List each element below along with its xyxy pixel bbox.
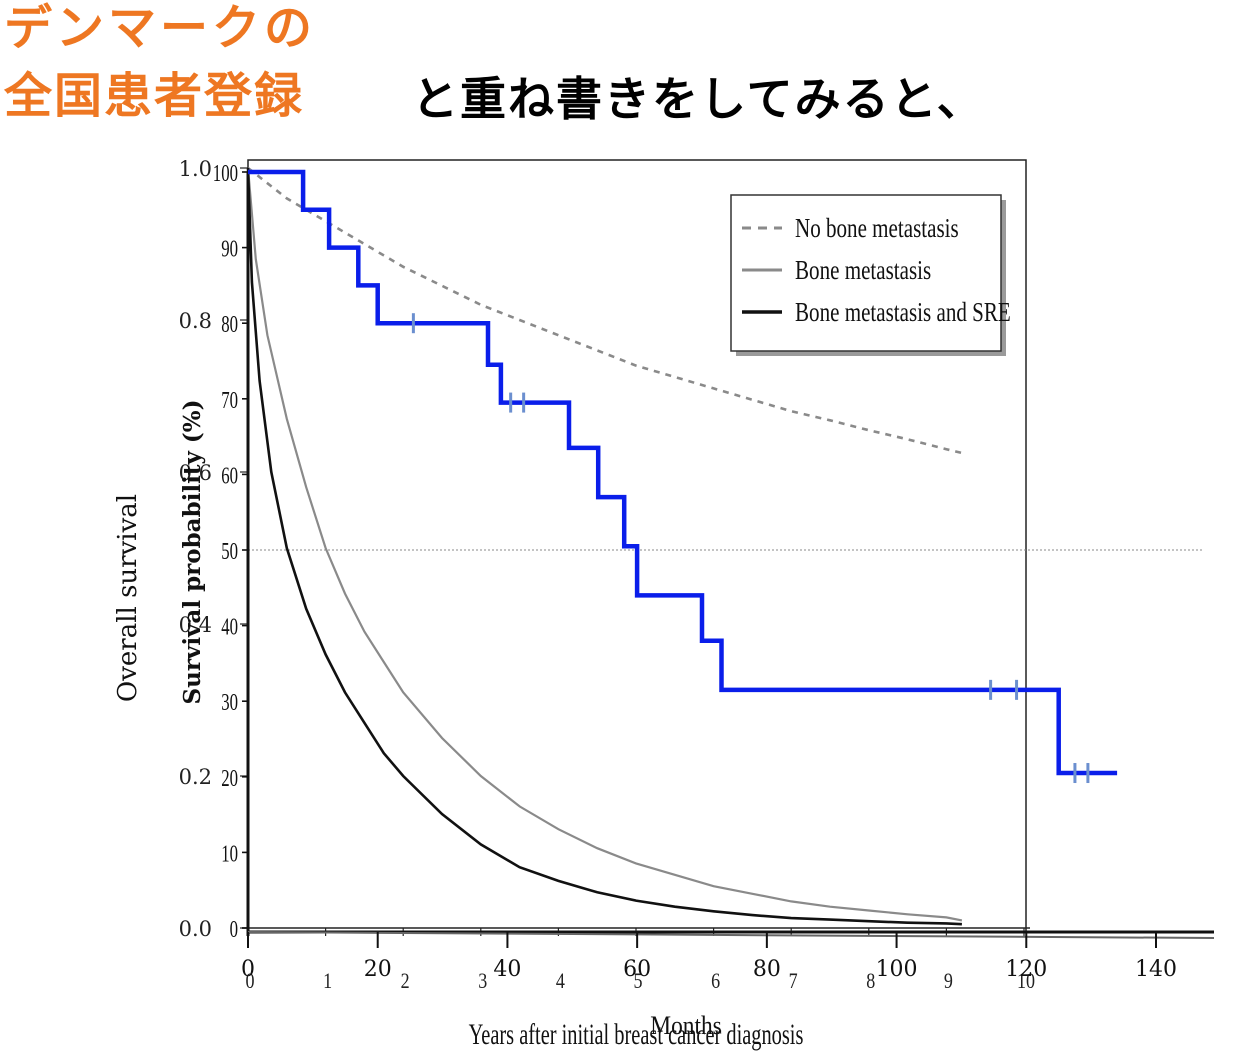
km-x-tick-label: 140 <box>1135 957 1177 982</box>
title-line-1: デンマークの <box>4 0 317 56</box>
bg-y-tick-label: 0.8 <box>179 309 212 333</box>
bg-x-tick-label: 9 <box>944 969 953 993</box>
km-y-axis-title: Survival probability (%) <box>179 400 206 705</box>
km-y-tick-label: 70 <box>221 388 238 413</box>
km-step-line <box>248 169 1118 776</box>
legend-label: No bone metastasis <box>795 214 959 244</box>
km-x-tick-label: 60 <box>623 957 651 982</box>
bg-x-tick-label: 5 <box>633 969 642 993</box>
overlay-note: と重ね書きをしてみると、 <box>412 72 985 126</box>
bg-x-tick-label: 8 <box>866 969 875 993</box>
km-x-tick-label: 40 <box>493 957 521 982</box>
bg-x-tick-label: 10 <box>1017 969 1035 993</box>
km-x-axis-title: Months <box>650 1012 721 1040</box>
bg-y-tick-label: 0.6 <box>179 461 212 485</box>
km-y-tick-label: 60 <box>221 464 238 489</box>
legend-label: Bone metastasis <box>795 256 931 286</box>
bg-y-tick-label: 0.2 <box>179 765 212 789</box>
bg-y-axis-title: Overall survival <box>113 494 143 702</box>
bg-x-tick-label: 4 <box>556 969 565 993</box>
km-y-tick-label: 20 <box>221 766 238 791</box>
bg-y-tick-label: 0.0 <box>179 917 212 941</box>
km-y-tick-label: 0 <box>230 917 238 942</box>
km-y-tick-label: 50 <box>221 539 238 564</box>
bg-x-axis-title: Years after initial breast cancer diagno… <box>469 1017 804 1051</box>
legend-label: Bone metastasis and SRE <box>795 298 1011 328</box>
bg-x-tick-label: 3 <box>478 969 487 993</box>
km-x-tick-label: 120 <box>1005 957 1047 982</box>
legend: No bone metastasis Bone metastasis Bone me… <box>730 194 1011 356</box>
bg-series-line-3 <box>246 167 962 926</box>
bg-x-tick-label: 6 <box>711 969 720 993</box>
km-x-tick-label: 100 <box>876 957 918 982</box>
bg-x-tick-label: 0 <box>245 969 254 993</box>
km-x-tick-label: 80 <box>753 957 781 982</box>
bg-y-tick-label: 1.0 <box>179 157 212 181</box>
km-y-tick-label: 90 <box>221 237 238 262</box>
km-y-tick-label: 10 <box>221 842 238 867</box>
bg-series-line-1 <box>247 166 963 455</box>
km-y-tick-label: 40 <box>221 615 238 640</box>
km-y-tick-label: 80 <box>221 313 238 338</box>
legend-box <box>730 194 1002 352</box>
km-x-tick-label: 20 <box>364 957 392 982</box>
km-y-tick-label: 30 <box>221 691 238 716</box>
km-x-tick-label: 0 <box>241 957 255 982</box>
km-y-tick-label: 100 <box>213 161 238 186</box>
bg-x-tick-label: 7 <box>789 969 798 993</box>
title-line-2: 全国患者登録 <box>4 68 305 124</box>
bg-x-tick-label: 2 <box>401 969 410 993</box>
km-x-axis-shadow <box>247 931 1215 939</box>
bg-x-tick-label: 1 <box>323 969 332 993</box>
bg-y-tick-label: 0.4 <box>179 613 212 637</box>
bg-series-line-2 <box>246 167 963 922</box>
